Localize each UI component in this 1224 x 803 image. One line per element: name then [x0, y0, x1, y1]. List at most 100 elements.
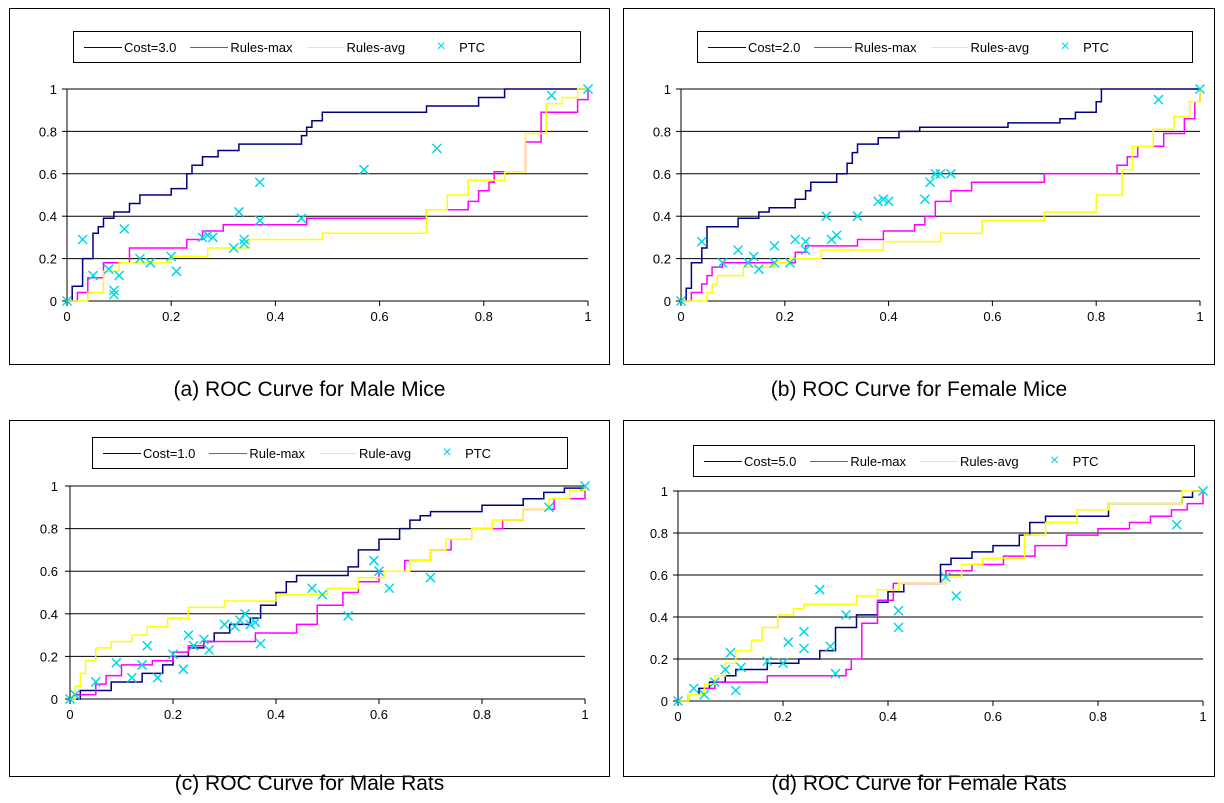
legend-b: Cost=2.0 Rules-max Rules-avg × PTC: [697, 31, 1193, 63]
ptc-point: [343, 610, 354, 621]
ptc-point: [204, 644, 215, 656]
x-tick-label: 0.2: [774, 709, 792, 724]
ptc-point: [1194, 83, 1206, 95]
ptc-point: [675, 295, 687, 307]
legend-item: Rules-avg: [306, 40, 405, 55]
y-tick-label: 0.8: [40, 522, 58, 537]
legend-label: Rules-max: [230, 39, 293, 55]
x-tick-label: 0.2: [162, 309, 180, 324]
caption-c: (c) ROC Curve for Male Rats: [174, 772, 445, 795]
legend-swatch-cost: [704, 460, 742, 462]
ptc-point: [384, 583, 395, 594]
legend-label: Rule-max: [249, 445, 306, 461]
series-line-cost: [67, 88, 588, 302]
ptc-point: [688, 683, 699, 694]
x-tick-label: 0.8: [1087, 309, 1105, 324]
ptc-point: [255, 638, 266, 649]
x-tick-label: 0: [674, 709, 681, 724]
chart-panel-c: 0 0.2 0.4 0.6 0.8 1 0 0.2 0.4 0.6 0.8 1 Cost=1.0 Rul…: [9, 420, 610, 777]
caption-d: (d) ROC Curve for Female Rats: [771, 772, 1067, 795]
legend-label: Cost=2.0: [748, 39, 801, 55]
legend-swatch-avg: [920, 460, 959, 462]
series-line-cost: [681, 88, 1200, 302]
ptc-point: [769, 240, 780, 251]
legend-swatch-max: [814, 46, 853, 48]
legend-swatch-cost: [84, 46, 122, 48]
y-tick-label: 1: [664, 82, 671, 97]
legend-swatch-avg: [306, 46, 345, 48]
legend-item: Rules-max: [814, 40, 917, 55]
ptc-point: [753, 264, 764, 275]
legend-item: Rules-avg: [920, 454, 1019, 469]
legend-label: PTC: [459, 39, 486, 55]
ptc-point: [103, 264, 114, 275]
series-line-cost: [678, 490, 1203, 702]
ptc-point: [167, 649, 179, 660]
ptc-point: [425, 572, 436, 583]
ptc-point: [672, 695, 684, 707]
y-tick-label: 0.4: [39, 209, 57, 224]
legend-swatch-cost: [103, 452, 141, 454]
legend-marker-ptc: ×: [1060, 38, 1070, 55]
ptc-point: [814, 584, 825, 595]
ptc-point: [543, 502, 554, 513]
y-tick-label: 0.8: [653, 124, 671, 139]
legend-item: × PTC: [1033, 452, 1099, 470]
legend-swatch-cost: [708, 46, 746, 48]
legend-item: Cost=5.0: [704, 454, 796, 469]
ptc-point: [940, 572, 951, 583]
ptc-point: [945, 168, 956, 179]
ptc-point: [725, 647, 736, 658]
ptc-point: [762, 656, 773, 667]
legend-item: × PTC: [425, 444, 491, 462]
x-tick-label: 0.6: [370, 707, 388, 722]
ptc-point: [108, 289, 119, 300]
ptc-point: [183, 630, 194, 641]
legend-swatch-avg: [319, 452, 358, 454]
chart-svg-c: 0 0.2 0.4 0.6 0.8 1 0 0.2 0.4 0.6 0.8 1: [40, 479, 591, 722]
series-line-max: [681, 89, 1201, 302]
ptc-point: [219, 619, 230, 630]
x-tick-label: 0.4: [266, 309, 284, 324]
y-tick-label: 0.2: [40, 649, 58, 664]
ptc-point: [239, 238, 250, 249]
ptc-point: [108, 285, 119, 296]
ptc-point: [234, 615, 245, 626]
x-tick-label: 0.6: [983, 309, 1001, 324]
ptc-point: [798, 643, 810, 654]
legend-item: Rules-avg: [930, 40, 1029, 55]
series-line-avg: [67, 88, 588, 302]
ptc-point: [250, 617, 261, 628]
ptc-point: [743, 257, 754, 268]
y-tick-label: 0.4: [650, 610, 668, 625]
ptc-point: [709, 677, 720, 688]
legend-marker-ptc: ×: [1049, 452, 1060, 469]
chart-panel-b: 0 0.2 0.4 0.6 0.8 1 0 0.2 0.4 0.6 0.8 1 Cost=2.0 Rul…: [623, 8, 1215, 365]
ptc-point: [883, 196, 894, 207]
ptc-point: [784, 257, 796, 268]
y-tick-label: 0: [51, 692, 58, 707]
legend-marker-ptc: ×: [436, 38, 446, 55]
ptc-point: [254, 177, 265, 188]
ptc-point: [840, 609, 852, 620]
ptc-point: [240, 608, 251, 619]
ptc-point: [717, 257, 728, 268]
ptc-point: [800, 236, 811, 247]
legend-item: × PTC: [419, 38, 485, 56]
ptc-point: [178, 664, 189, 675]
ptc-point: [431, 143, 442, 154]
ptc-point: [720, 664, 731, 675]
legend-marker-ptc: ×: [442, 444, 452, 461]
ptc-point: [951, 590, 962, 602]
legend-swatch-max: [190, 46, 229, 48]
x-tick-label: 0.8: [475, 309, 493, 324]
ptc-point: [228, 242, 239, 254]
ptc-point: [777, 658, 789, 669]
ptc-point: [830, 668, 841, 679]
ptc-point: [202, 230, 213, 241]
caption-b: (b) ROC Curve for Female Mice: [770, 378, 1068, 401]
x-tick-label: 0.4: [879, 709, 897, 724]
legend-c: Cost=1.0 Rule-max Rule-avg × PTC: [92, 437, 568, 469]
ptc-point: [1197, 485, 1209, 497]
legend-swatch-max: [209, 452, 248, 454]
